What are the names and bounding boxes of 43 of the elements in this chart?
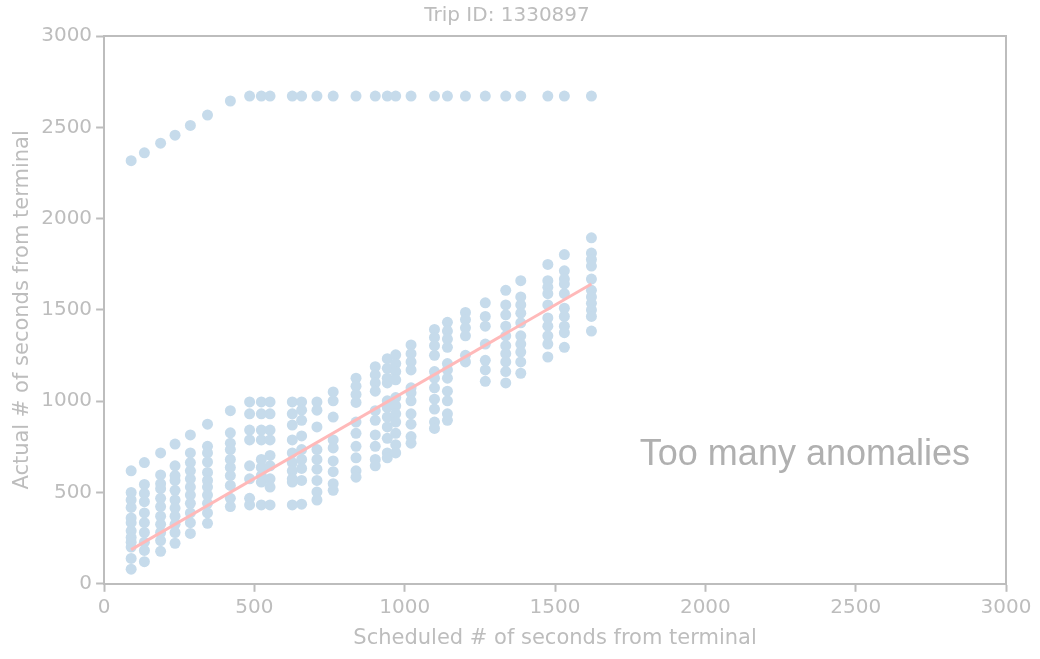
- point: [429, 90, 440, 102]
- x-tick-label: 2500: [830, 594, 882, 618]
- point: [169, 129, 181, 141]
- x-tick-label: 0: [97, 594, 111, 618]
- point: [138, 147, 150, 159]
- point: [202, 109, 214, 121]
- point: [390, 90, 402, 102]
- y-axis-title: Actual # of seconds from terminal: [9, 130, 34, 490]
- point: [327, 90, 339, 102]
- x-tick-label: 3000: [980, 594, 1032, 618]
- point: [500, 90, 512, 102]
- point: [405, 90, 417, 102]
- point: [184, 119, 196, 131]
- point: [585, 90, 597, 102]
- point: [459, 90, 471, 102]
- point: [311, 90, 323, 102]
- point: [155, 137, 167, 149]
- x-tick-label: 2000: [679, 594, 731, 618]
- point: [125, 155, 137, 167]
- x-tick-label: 500: [235, 594, 274, 618]
- point: [264, 90, 276, 102]
- point: [244, 90, 256, 102]
- y-tick-label: 3000: [41, 22, 93, 47]
- y-tick-label: 2500: [41, 113, 93, 138]
- y-tick-label: 2000: [41, 204, 93, 229]
- y-tick-label: 0: [79, 570, 93, 594]
- chart-title: Trip ID: 1330897: [423, 2, 590, 27]
- point: [441, 90, 453, 102]
- point: [296, 90, 308, 102]
- point: [224, 95, 236, 107]
- point: [479, 90, 491, 102]
- point: [558, 90, 570, 102]
- point: [350, 90, 362, 102]
- x-tick-label: 1000: [379, 594, 431, 618]
- x-axis-title: Scheduled # of seconds from terminal: [353, 624, 757, 649]
- y-tick-label: 1000: [41, 387, 93, 412]
- point: [515, 90, 527, 102]
- y-tick-label: 1500: [41, 296, 93, 321]
- x-tick-label: 1500: [529, 594, 581, 618]
- point: [542, 90, 554, 102]
- y-tick-label: 500: [53, 478, 93, 503]
- point: [369, 90, 381, 102]
- annotation: Too many anomalies: [639, 431, 970, 473]
